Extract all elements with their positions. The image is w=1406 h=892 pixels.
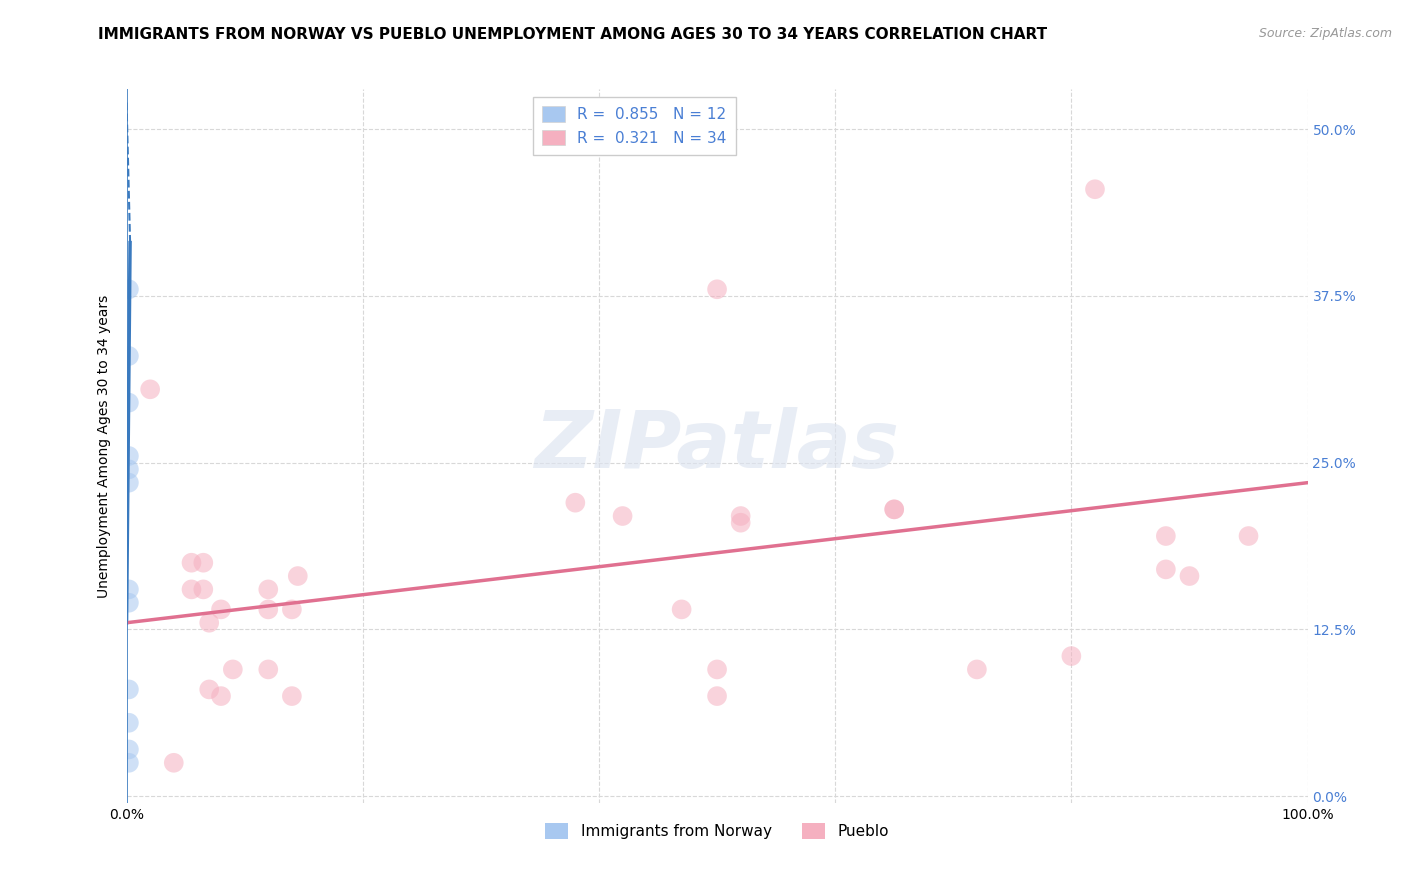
- Point: [281, 602, 304, 616]
- Point: [281, 689, 304, 703]
- Point: [118, 395, 141, 409]
- Point: [118, 682, 141, 697]
- Point: [118, 582, 141, 597]
- Point: [222, 662, 245, 676]
- Point: [118, 742, 141, 756]
- Point: [198, 615, 221, 630]
- Point: [671, 602, 693, 616]
- Point: [706, 282, 728, 296]
- Point: [193, 582, 215, 597]
- Point: [118, 462, 141, 476]
- Text: Source: ZipAtlas.com: Source: ZipAtlas.com: [1258, 27, 1392, 40]
- Point: [706, 689, 728, 703]
- Point: [612, 509, 634, 524]
- Point: [1237, 529, 1260, 543]
- Text: IMMIGRANTS FROM NORWAY VS PUEBLO UNEMPLOYMENT AMONG AGES 30 TO 34 YEARS CORRELAT: IMMIGRANTS FROM NORWAY VS PUEBLO UNEMPLO…: [98, 27, 1047, 42]
- Point: [139, 382, 162, 396]
- Point: [180, 556, 202, 570]
- Point: [198, 682, 221, 697]
- Point: [209, 602, 232, 616]
- Point: [1060, 649, 1083, 664]
- Point: [118, 349, 141, 363]
- Point: [706, 662, 728, 676]
- Point: [883, 502, 905, 516]
- Point: [883, 502, 905, 516]
- Point: [287, 569, 309, 583]
- Point: [730, 516, 752, 530]
- Point: [209, 689, 232, 703]
- Point: [118, 756, 141, 770]
- Point: [1178, 569, 1201, 583]
- Point: [1084, 182, 1107, 196]
- Legend: Immigrants from Norway, Pueblo: Immigrants from Norway, Pueblo: [540, 817, 894, 845]
- Point: [180, 582, 202, 597]
- Point: [257, 662, 280, 676]
- Point: [1154, 529, 1177, 543]
- Point: [1154, 562, 1177, 576]
- Y-axis label: Unemployment Among Ages 30 to 34 years: Unemployment Among Ages 30 to 34 years: [97, 294, 111, 598]
- Point: [118, 282, 141, 296]
- Text: ZIPatlas: ZIPatlas: [534, 407, 900, 485]
- Point: [118, 475, 141, 490]
- Point: [118, 596, 141, 610]
- Point: [730, 509, 752, 524]
- Point: [163, 756, 186, 770]
- Point: [118, 449, 141, 463]
- Point: [118, 715, 141, 730]
- Point: [257, 602, 280, 616]
- Point: [966, 662, 988, 676]
- Point: [564, 496, 586, 510]
- Point: [193, 556, 215, 570]
- Point: [257, 582, 280, 597]
